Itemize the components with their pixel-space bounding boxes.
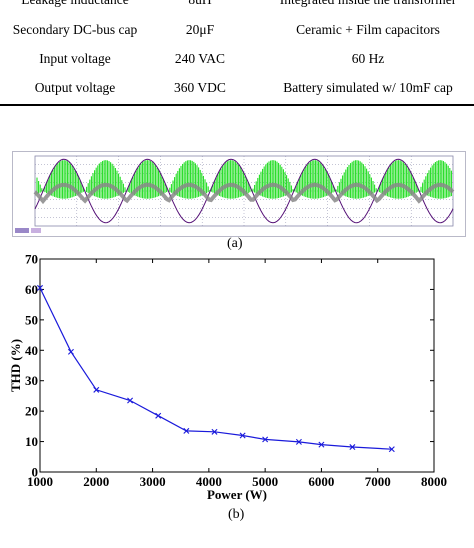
oscilloscope-figure xyxy=(12,151,466,237)
thd-data-point xyxy=(318,441,325,448)
thd-chart: 1000 2000 3000 4000 5000 6000 7000 8000 0 10 20 30 4… xyxy=(8,252,447,502)
thd-data-point xyxy=(127,397,134,404)
thd-data-point xyxy=(93,386,100,393)
table-row: Input voltage 240 VAC 60 Hz xyxy=(0,45,474,75)
x-axis-label: Power (W) xyxy=(207,487,267,502)
oscilloscope-waveforms xyxy=(15,155,455,233)
x-tick-label: 6000 xyxy=(308,474,334,489)
value-cell: 8uH xyxy=(150,0,250,14)
y-tick-label: 40 xyxy=(25,343,38,358)
table-row: Leakage inductance 8uH Integrated inside… xyxy=(0,0,474,16)
value-cell: 20μF xyxy=(185,22,215,37)
spec-table: Leakage inductance 8uH Integrated inside… xyxy=(0,0,474,112)
param-cell: Leakage inductance xyxy=(0,0,150,14)
thd-data-point xyxy=(295,438,302,445)
thd-data-point xyxy=(349,444,356,451)
thd-data-point xyxy=(37,284,43,291)
thd-data-point xyxy=(262,436,269,443)
thd-data-point xyxy=(155,412,162,419)
param-cell: Output voltage xyxy=(34,80,116,95)
figure-b-caption: (b) xyxy=(228,507,245,522)
thd-data-point xyxy=(67,348,74,355)
scope-status-bar xyxy=(31,228,41,233)
y-tick-label: 60 xyxy=(25,282,38,297)
x-tick-label: 4000 xyxy=(196,474,222,489)
param-cell: Input voltage xyxy=(39,51,111,66)
x-tick-label: 7000 xyxy=(365,474,391,489)
plot-frame xyxy=(39,258,435,473)
value-cell: 240 VAC xyxy=(174,51,226,66)
x-tick-label: 3000 xyxy=(140,474,166,489)
y-tick-label: 20 xyxy=(25,404,38,419)
thd-data-point xyxy=(388,446,395,453)
x-tick-label: 8000 xyxy=(421,474,447,489)
param-cell: Secondary DC-bus cap xyxy=(12,22,138,37)
table-row: Output voltage 360 VDC Battery simulated… xyxy=(0,74,474,104)
y-tick-label: 0 xyxy=(32,465,39,480)
x-tick-label: 1000 xyxy=(27,474,53,489)
scope-status-bar xyxy=(15,228,29,233)
thd-data-point xyxy=(211,428,218,435)
y-axis-label: THD (%) xyxy=(8,339,23,392)
note-cell: Battery simulated w/ 10mF cap xyxy=(283,80,453,95)
x-tick-label: 5000 xyxy=(252,474,278,489)
y-tick-label: 50 xyxy=(25,312,38,327)
x-tick-label: 2000 xyxy=(83,474,109,489)
note-cell: 60 Hz xyxy=(351,51,385,66)
thd-series-line xyxy=(39,287,392,450)
thd-data-point xyxy=(239,432,246,439)
y-tick-label: 70 xyxy=(25,252,38,267)
value-cell: 360 VDC xyxy=(174,80,226,95)
figure-a-caption: (a) xyxy=(227,236,243,251)
y-tick-label: 10 xyxy=(25,434,38,449)
y-tick-label: 30 xyxy=(25,373,38,388)
note-cell: Ceramic + Film capacitors xyxy=(296,22,440,37)
ripple-trace xyxy=(33,182,455,205)
note-cell: Integrated inside the transformer xyxy=(262,0,474,14)
voltage-trace xyxy=(34,158,454,224)
table-row: Secondary DC-bus cap 20μF Ceramic + Film… xyxy=(0,16,474,46)
thd-data-point xyxy=(183,427,190,434)
table-bottom-rule xyxy=(0,104,474,106)
